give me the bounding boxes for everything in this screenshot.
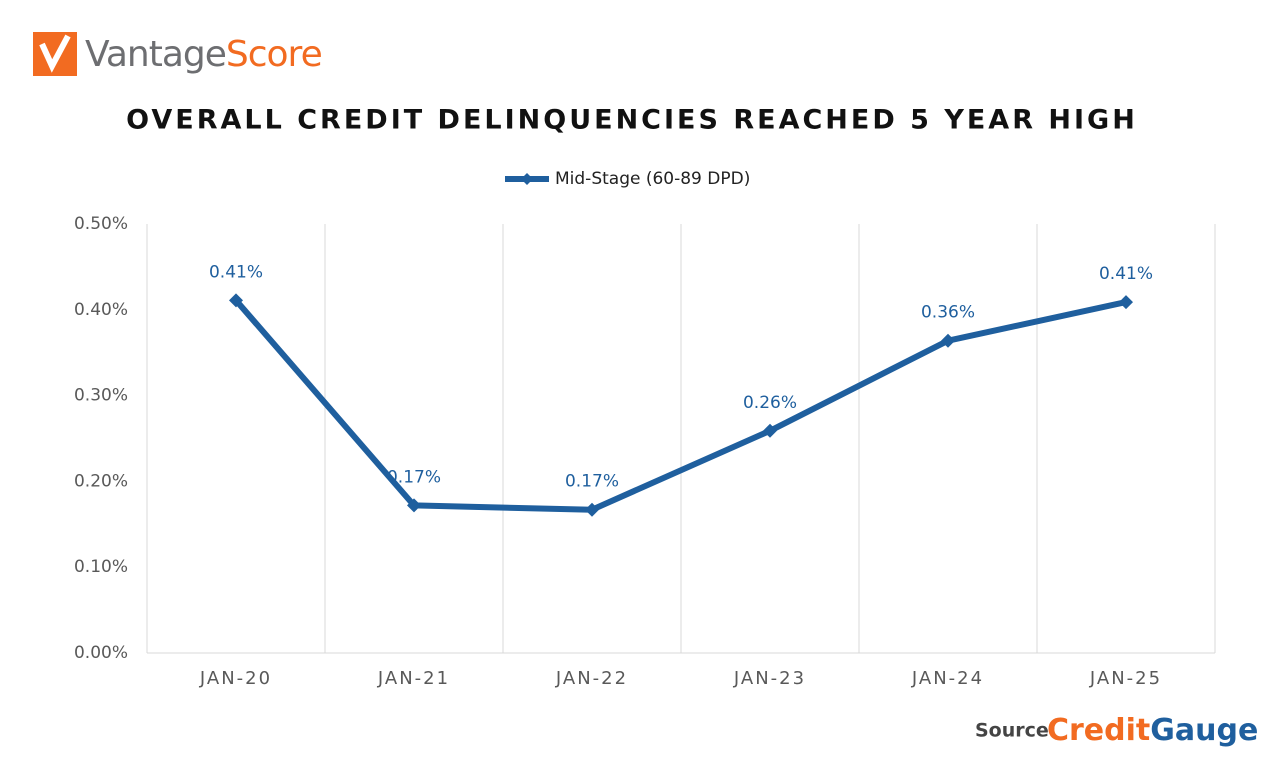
data-label: 0.17% [387,467,441,487]
legend-label: Mid-Stage (60-89 DPD) [555,169,750,189]
brand-1: Credit [1047,713,1150,748]
logo-text: VantageScore [85,34,322,75]
data-label: 0.36% [921,303,975,323]
source-label: Source: [975,720,1056,742]
y-tick-label: 0.20% [74,471,128,491]
y-tick-label: 0.10% [74,557,128,577]
logo: VantageScore [33,32,323,76]
y-tick-label: 0.40% [74,300,128,320]
x-tick-label: JAN-23 [733,668,806,689]
y-tick-label: 0.00% [74,643,128,663]
data-label: 0.26% [743,393,797,413]
y-tick-label: 0.30% [74,386,128,406]
logo-text-1: Vantage [85,34,226,75]
logo-check [39,34,71,73]
x-tick-label: JAN-20 [199,668,272,689]
x-tick-label: JAN-25 [1089,668,1162,689]
point-marker [229,293,243,308]
point-marker [1119,295,1133,310]
brand-2: Gauge [1150,713,1258,748]
point-marker [407,498,421,513]
y-tick-label: 0.50% [74,214,128,234]
point-marker [763,423,777,438]
data-label: 0.41% [209,262,263,282]
data-label: 0.41% [1099,264,1153,284]
series-line [233,298,1127,513]
legend-marker [521,173,533,185]
source-brand: CreditGauge [1047,713,1258,748]
logo-text-2: Score [226,34,322,75]
chart-title: OVERALL CREDIT DELINQUENCIES REACHED 5 Y… [126,105,1138,136]
point-marker [941,333,955,348]
point-marker [585,502,599,517]
x-tick-label: JAN-24 [911,668,984,689]
data-label: 0.17% [565,472,619,492]
x-tick-label: JAN-22 [555,668,628,689]
x-tick-label: JAN-21 [377,668,450,689]
